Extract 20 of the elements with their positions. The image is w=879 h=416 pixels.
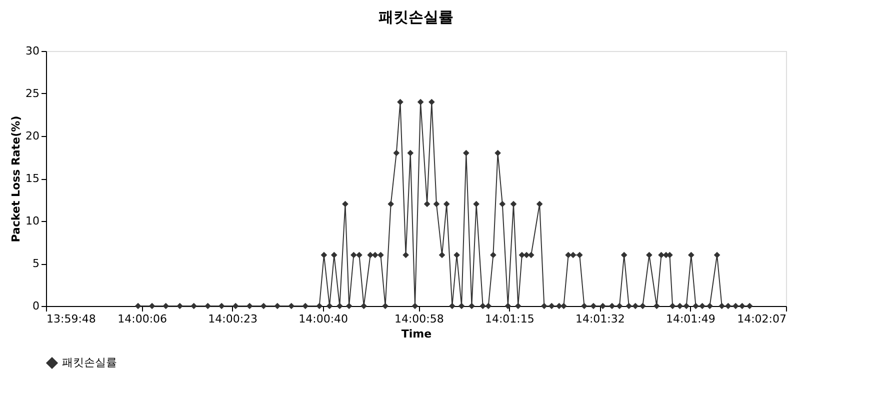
y-tick-label: 30 (26, 44, 40, 58)
y-tick-label: 20 (26, 130, 40, 142)
x-tick-label: 14:00:23 (208, 312, 258, 326)
legend-label: 패킷손실률 (62, 356, 117, 369)
x-axis-title: Time (401, 328, 432, 340)
y-tick-label: 15 (26, 172, 40, 185)
y-tick-label: 5 (32, 257, 40, 270)
y-axis-title: Packet Loss Rate(%) (10, 116, 23, 242)
x-tick-label: 14:00:58 (394, 312, 444, 326)
x-tick-label: 14:01:15 (484, 312, 534, 326)
x-tick-label: 14:00:40 (298, 312, 348, 326)
y-tick-label: 10 (26, 214, 40, 228)
x-tick-label: 14:01:32 (575, 312, 625, 326)
x-tick-label: 14:01:49 (666, 312, 716, 326)
y-tick-label: 0 (32, 300, 40, 312)
x-tick-label: 13:59:48 (46, 312, 96, 326)
x-tick-label: 14:02:07 (737, 312, 786, 326)
x-tick-label: 14:00:06 (118, 312, 168, 326)
y-tick-label: 25 (26, 87, 40, 100)
chart-title: 패킷손실률 (378, 8, 454, 26)
